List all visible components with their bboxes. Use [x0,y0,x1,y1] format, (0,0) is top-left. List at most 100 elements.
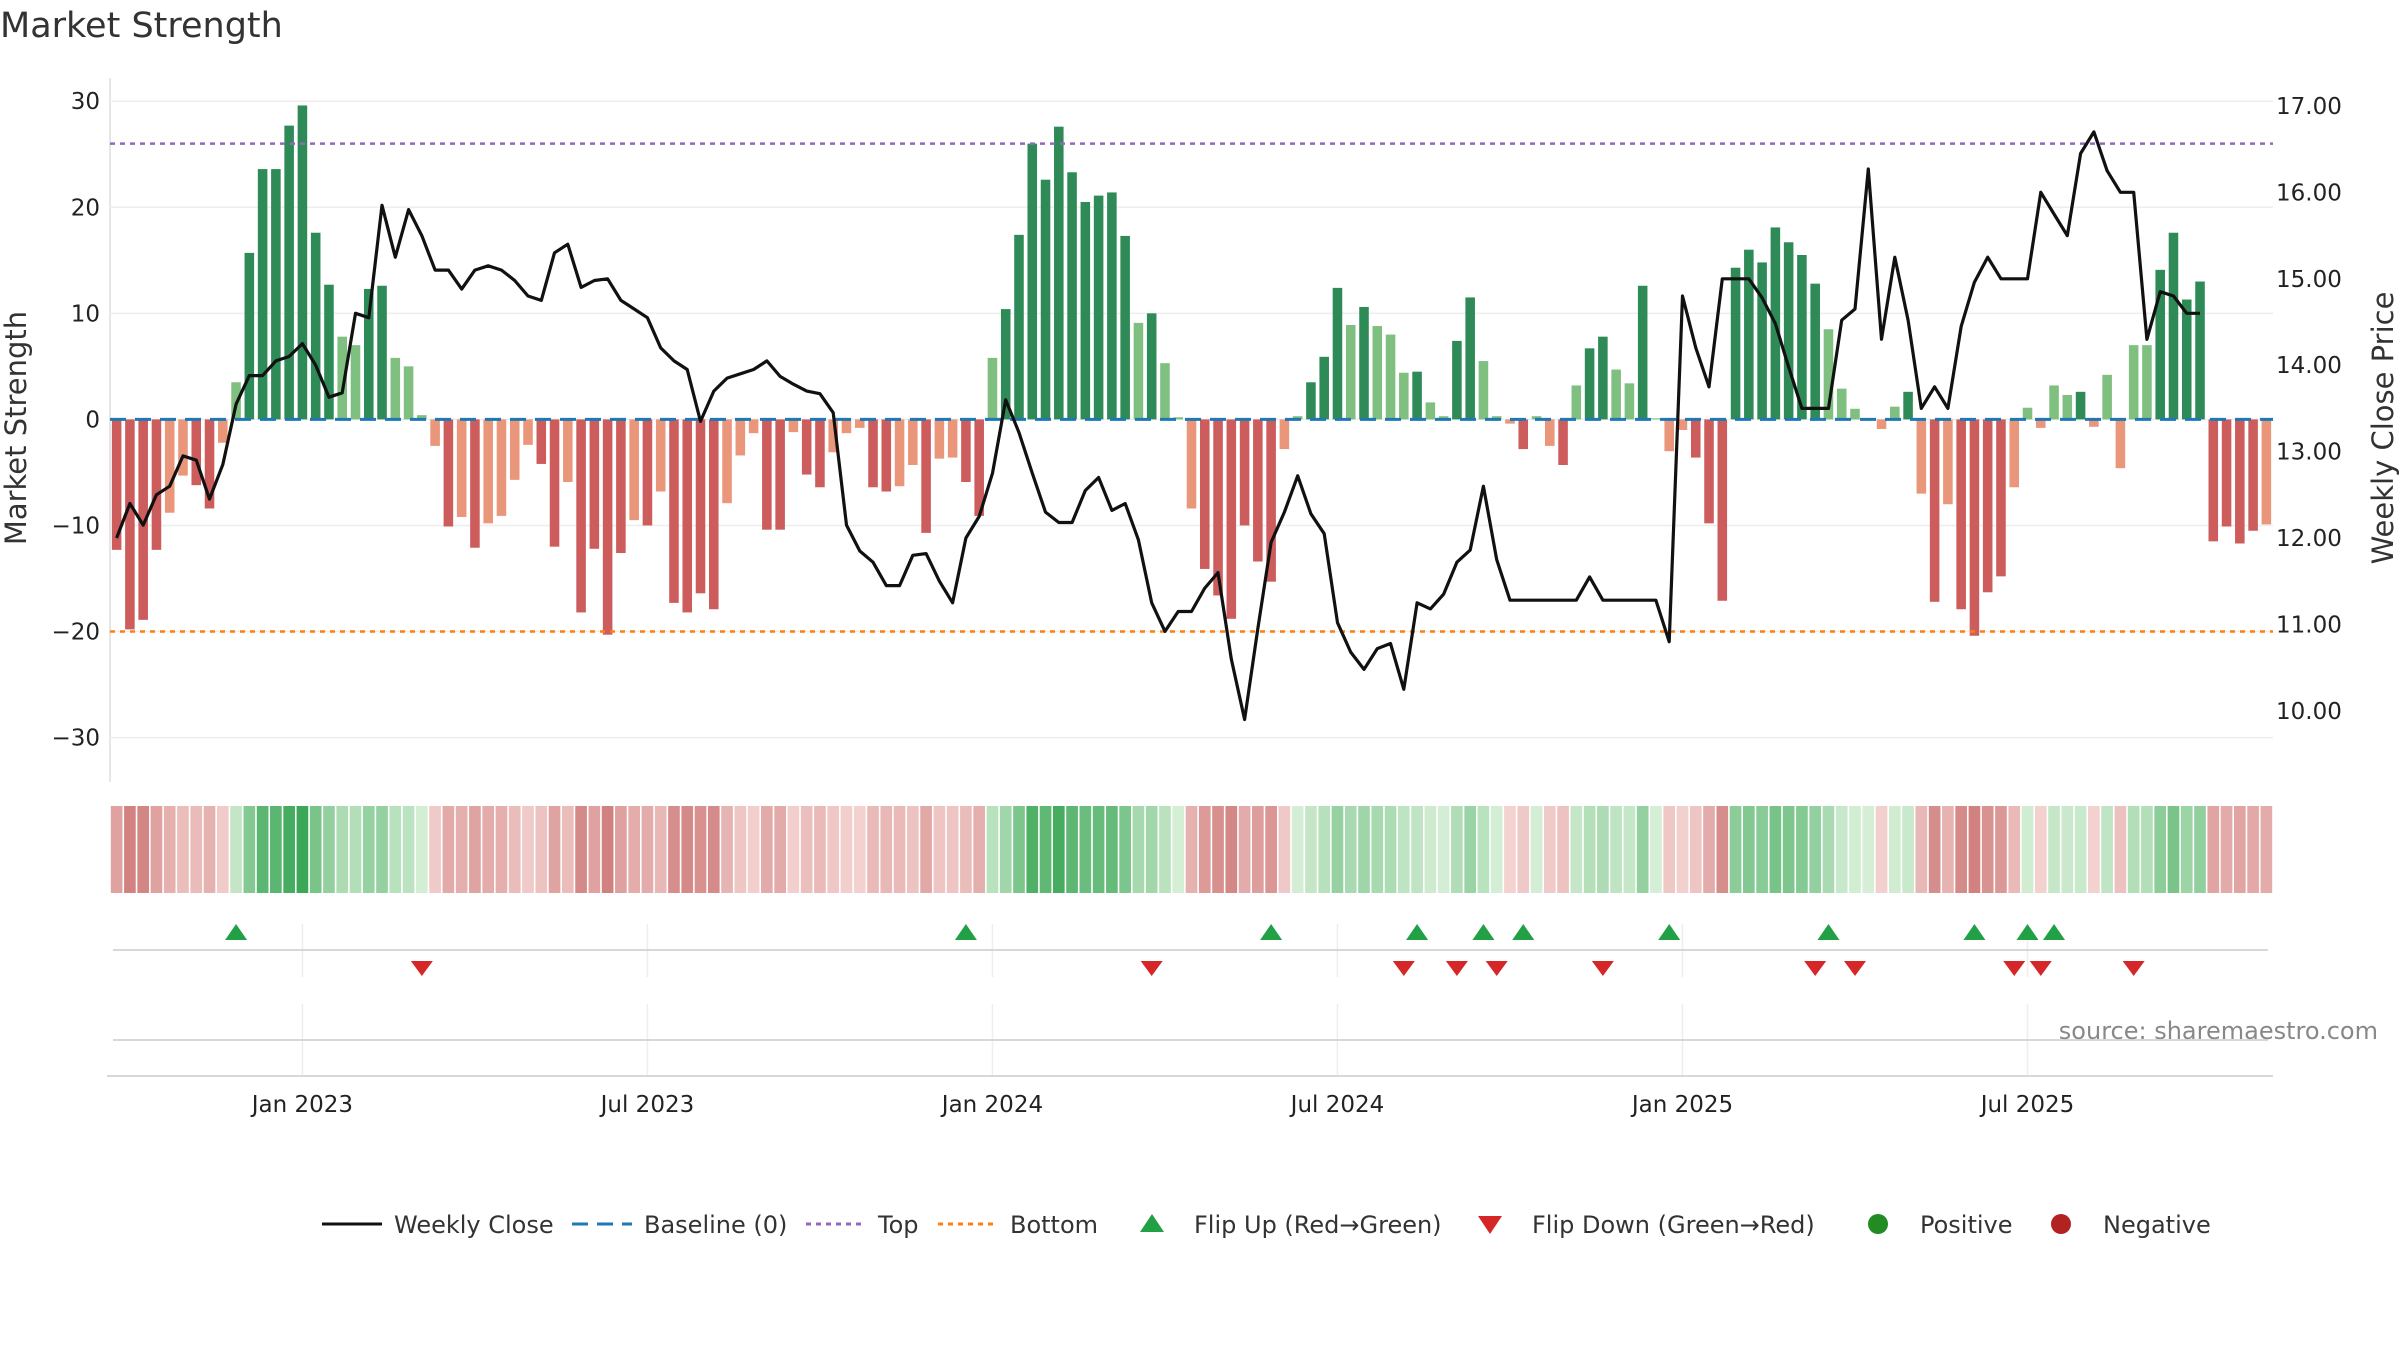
strength-bar [257,169,268,420]
strength-bar [934,419,945,459]
strip-cell [1039,806,1052,893]
strip-cell [1796,806,1808,893]
strip-cell [2061,806,2074,893]
y-tick-label: 0 [85,407,100,433]
strip-cell [615,806,627,893]
chart-title: Market Strength [0,6,283,46]
strip-cell [1278,806,1291,893]
strip-cell [721,806,733,893]
legend-label: Flip Up (Red→Green) [1194,1211,1442,1239]
strength-bar [921,419,931,533]
strip-cell [1862,806,1875,893]
y-tick-label: 30 [71,89,100,115]
strip-cell [1225,806,1238,893]
strip-cell [376,806,388,893]
strip-cell [1981,806,1994,893]
strength-bar [2035,419,2046,428]
strip-cell [1968,806,1981,893]
strength-bar [1399,372,1409,420]
strength-bar [1757,262,1767,420]
strip-cell [1942,806,1954,893]
legend-swatch [1140,1214,1164,1232]
strength-bar [1558,419,1568,465]
strength-bar [974,419,984,516]
legend-item: Baseline (0) [572,1211,787,1239]
strength-bar [616,419,626,554]
strength-bar [1611,369,1621,420]
strip-cell [867,806,879,893]
strength-bar [1624,383,1635,420]
flip-up-marker [1512,924,1535,940]
strip-cell [668,806,680,893]
strip-cell [362,806,375,893]
flip-down-marker [1140,961,1163,976]
y2-tick-label: 12.00 [2276,526,2342,552]
strip-cell [402,806,415,893]
strip-cell [1822,806,1835,893]
strip-cell [933,806,946,893]
strip-cell [508,806,521,893]
strip-cell [827,806,840,893]
y-tick-label: 20 [71,195,100,221]
strength-bar [2155,269,2165,420]
strip-cell [1451,806,1463,893]
strength-bar [1545,419,1555,446]
strip-cell [349,806,362,893]
strip-cell [575,806,587,893]
y2-tick-label: 16.00 [2276,180,2342,206]
y2-tick-label: 15.00 [2276,267,2342,293]
strength-bar [1651,418,1661,420]
flip-down-marker [2122,961,2145,976]
strip-cell [1583,806,1596,893]
legend: Weekly Close Baseline (0) Top Bottom Flip Up… [322,1211,2211,1239]
strip-cell [482,806,495,893]
legend-item: Negative [2051,1211,2211,1239]
strip-cell [1769,806,1782,893]
strength-bar [1850,408,1860,420]
strength-bar [1929,419,1940,602]
y-tick-label: −20 [51,620,100,646]
strength-bar [881,419,892,492]
strength-bar [164,419,175,513]
strip-cell [522,806,534,893]
strength-bar [1598,336,1608,420]
strength-bar [218,419,228,443]
strip-cell [2141,806,2153,893]
strength-bar [284,125,294,420]
y2-tick-label: 10.00 [2276,699,2342,725]
strip-cell [535,806,548,893]
strip-cell [2048,806,2060,893]
strength-bar [854,419,865,428]
flip-up-marker [954,924,977,940]
strength-bar [1319,356,1329,420]
strip-cell [1106,806,1118,893]
strength-bar [1160,363,1170,420]
strip-cell [1623,806,1636,893]
strip-cell [1172,806,1185,893]
flip-up-marker [1472,924,1495,940]
source-credit: source: sharemaestro.com [2059,1017,2378,1045]
strip-cell [1464,806,1477,893]
legend-label: Weekly Close [394,1211,554,1239]
strip-cell [469,806,481,893]
flip-down-marker [1591,961,1614,976]
flip-up-marker [1817,924,1840,940]
x-tick-label: Jul 2025 [1979,1092,2075,1118]
strength-bar [1744,249,1754,420]
legend-swatch [2051,1214,2071,1234]
strength-bar [1107,192,1117,420]
strip-cell [1849,806,1861,893]
strength-bar [1664,419,1674,452]
legend-label: Top [877,1211,919,1239]
strength-bar [1531,416,1542,420]
strip-cell [309,806,322,893]
legend-label: Negative [2103,1211,2211,1239]
strength-color-strip [110,806,2273,893]
strip-cell [2021,806,2034,893]
strip-cell [973,806,986,893]
strip-cell [1079,806,1092,893]
strip-cell [455,806,468,893]
strip-cell [1543,806,1556,893]
x-tick-label: Jan 2023 [250,1092,353,1118]
legend-swatch [1868,1214,1888,1234]
